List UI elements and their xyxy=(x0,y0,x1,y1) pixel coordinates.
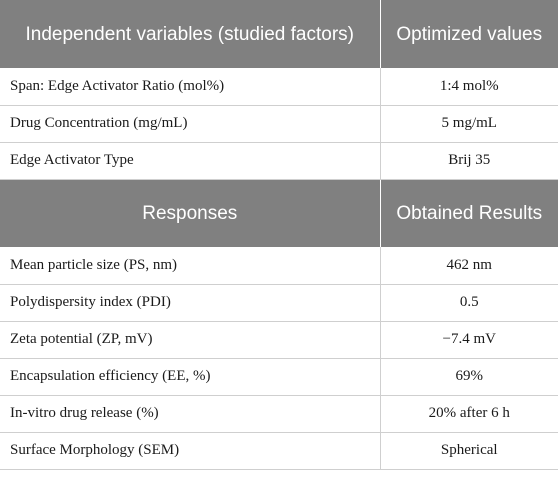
table-row: Surface Morphology (SEM) Spherical xyxy=(0,432,558,470)
table-row: Edge Activator Type Brij 35 xyxy=(0,142,558,180)
header-responses: Responses xyxy=(0,179,381,247)
factor-value: 1:4 mol% xyxy=(380,68,558,106)
table-row: Span: Edge Activator Ratio (mol%) 1:4 mo… xyxy=(0,68,558,106)
response-value: 20% after 6 h xyxy=(380,395,558,433)
response-label: Polydispersity index (PDI) xyxy=(0,284,381,322)
table-header-row: Responses Obtained Results xyxy=(0,179,558,247)
header-optimized-values: Optimized values xyxy=(380,0,558,68)
response-label: In-vitro drug release (%) xyxy=(0,395,381,433)
table-row: Drug Concentration (mg/mL) 5 mg/mL xyxy=(0,105,558,143)
response-value: 462 nm xyxy=(380,247,558,285)
table-row: Zeta potential (ZP, mV) −7.4 mV xyxy=(0,321,558,359)
factor-value: 5 mg/mL xyxy=(380,105,558,143)
table-row: Encapsulation efficiency (EE, %) 69% xyxy=(0,358,558,396)
factor-label: Drug Concentration (mg/mL) xyxy=(0,105,381,143)
results-table: Independent variables (studied factors) … xyxy=(0,0,558,470)
response-label: Zeta potential (ZP, mV) xyxy=(0,321,381,359)
factor-value: Brij 35 xyxy=(380,142,558,180)
header-obtained-results: Obtained Results xyxy=(380,179,558,247)
table-header-row: Independent variables (studied factors) … xyxy=(0,0,558,68)
table-row: In-vitro drug release (%) 20% after 6 h xyxy=(0,395,558,433)
header-independent-variables: Independent variables (studied factors) xyxy=(0,0,381,68)
factor-label: Span: Edge Activator Ratio (mol%) xyxy=(0,68,381,106)
table-row: Polydispersity index (PDI) 0.5 xyxy=(0,284,558,322)
response-value: 69% xyxy=(380,358,558,396)
response-value: 0.5 xyxy=(380,284,558,322)
response-value: Spherical xyxy=(380,432,558,470)
response-label: Surface Morphology (SEM) xyxy=(0,432,381,470)
response-label: Encapsulation efficiency (EE, %) xyxy=(0,358,381,396)
response-label: Mean particle size (PS, nm) xyxy=(0,247,381,285)
factor-label: Edge Activator Type xyxy=(0,142,381,180)
table-row: Mean particle size (PS, nm) 462 nm xyxy=(0,247,558,285)
response-value: −7.4 mV xyxy=(380,321,558,359)
